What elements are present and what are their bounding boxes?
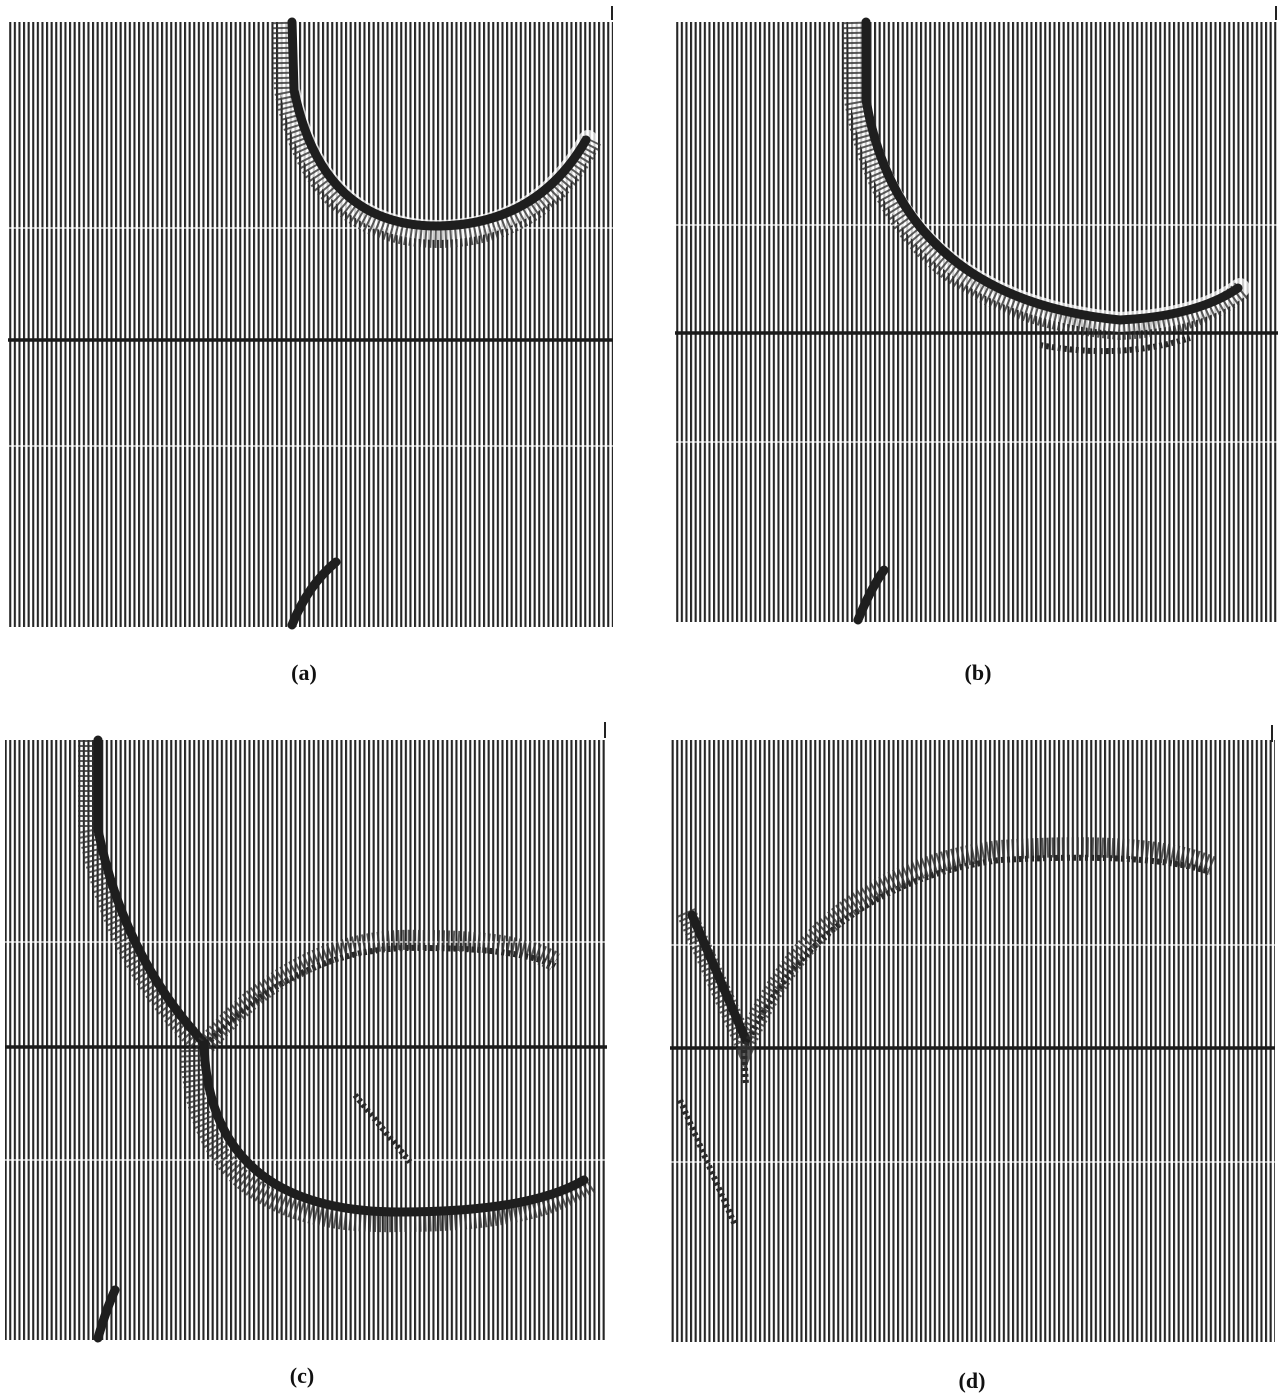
panel-label: (a) (291, 660, 317, 685)
trace-field (5, 740, 607, 1340)
panel-b: (b) (675, 6, 1278, 685)
event-curve (287, 17, 591, 231)
event-curve (199, 1040, 589, 1217)
event-curve (93, 735, 211, 1050)
event-curve (1039, 335, 1191, 355)
panel-c: (c) (5, 722, 607, 1388)
event-hatch (842, 21, 1249, 341)
event-curve (93, 1285, 120, 1343)
trace-field (8, 22, 613, 627)
panel-label: (d) (959, 1368, 986, 1393)
event-curve (287, 557, 341, 630)
panel-label: (c) (290, 1363, 314, 1388)
panel-d: (d) (670, 725, 1275, 1393)
event-curve (203, 944, 557, 1048)
trace-field (670, 740, 1275, 1342)
event-curve (677, 1098, 738, 1227)
event-hatch (676, 837, 1216, 1070)
event-curve (352, 1093, 413, 1164)
panel-label: (b) (965, 660, 992, 685)
event-curve (861, 17, 1243, 325)
event-curve (853, 565, 889, 625)
event-curve (687, 910, 751, 1045)
panel-a: (a) (8, 6, 613, 685)
